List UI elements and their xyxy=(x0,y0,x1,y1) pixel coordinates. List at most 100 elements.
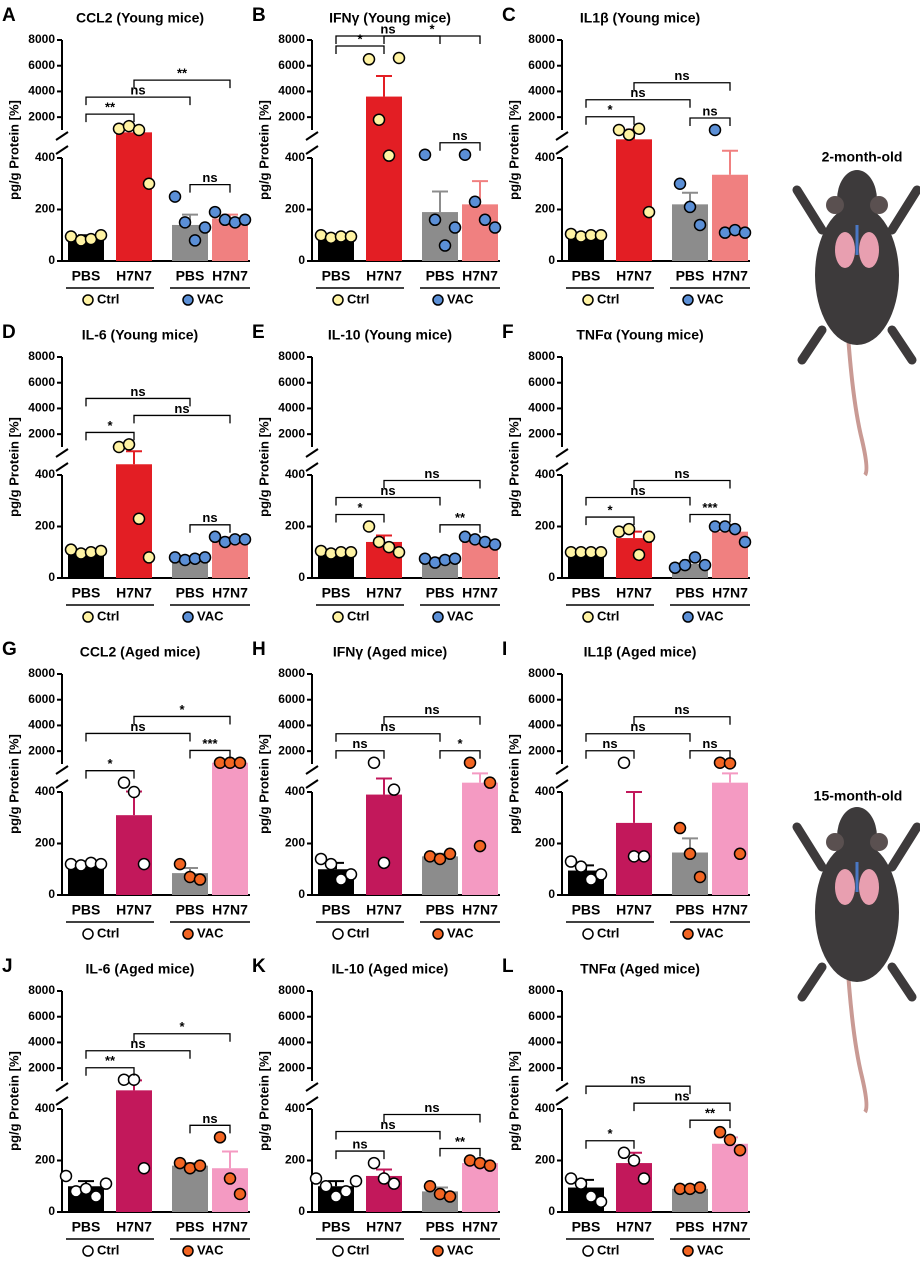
group-marker xyxy=(82,294,94,306)
x-tick-label: PBS xyxy=(572,902,601,918)
data-point xyxy=(94,544,108,558)
significance-bracket xyxy=(689,117,731,126)
data-point xyxy=(142,551,156,564)
data-point xyxy=(208,530,222,544)
data-point xyxy=(94,857,108,871)
significance-label: * xyxy=(607,1126,613,1141)
bar xyxy=(616,139,652,261)
significance-bracket xyxy=(335,750,385,759)
significance-label: ns xyxy=(424,466,439,481)
bar xyxy=(212,762,248,895)
x-tick-label: H7N7 xyxy=(366,1219,402,1235)
y-tick-label: 0 xyxy=(298,887,305,901)
significance-bracket xyxy=(585,1140,635,1149)
data-point xyxy=(612,123,626,137)
data-point xyxy=(173,1156,187,1170)
group-marker xyxy=(432,1245,444,1257)
significance-label: ns xyxy=(674,466,689,481)
significance-label: *** xyxy=(702,500,718,515)
x-tick-label: PBS xyxy=(426,902,455,918)
significance-bracket xyxy=(383,716,481,725)
x-tick-label: PBS xyxy=(72,902,101,918)
y-tick-label: 2000 xyxy=(278,743,305,757)
x-tick-label: PBS xyxy=(176,1219,205,1235)
data-point xyxy=(193,873,207,886)
data-point xyxy=(683,200,697,214)
y-tick-label: 0 xyxy=(298,570,305,584)
error-bar xyxy=(376,777,392,795)
data-point xyxy=(198,221,212,234)
x-tick-label: H7N7 xyxy=(616,585,652,601)
group-label: VAC xyxy=(197,925,224,940)
data-point xyxy=(468,533,482,546)
y-tick-label: 400 xyxy=(535,1101,555,1115)
data-point xyxy=(438,239,452,252)
bar xyxy=(116,1090,152,1212)
axis-break xyxy=(55,448,69,472)
data-point xyxy=(478,535,492,549)
data-point xyxy=(483,776,497,789)
data-point xyxy=(188,234,202,247)
data-point xyxy=(733,1143,747,1157)
x-tick-label: H7N7 xyxy=(616,1219,652,1235)
data-point xyxy=(238,213,252,227)
group-label: Ctrl xyxy=(97,608,119,623)
data-point xyxy=(612,525,626,538)
data-point xyxy=(723,1133,737,1147)
axis-break xyxy=(55,131,69,155)
data-point xyxy=(314,229,328,242)
data-point xyxy=(344,868,358,881)
data-point xyxy=(673,177,687,190)
data-point xyxy=(488,538,502,551)
significance-label: ns xyxy=(380,1117,395,1132)
group-label: VAC xyxy=(197,291,224,306)
significance-bracket xyxy=(383,1113,481,1123)
data-point xyxy=(387,783,401,796)
panel-letter: L xyxy=(502,956,514,977)
y-tick-label: 400 xyxy=(285,1101,305,1115)
significance-label: ** xyxy=(177,66,188,81)
data-point xyxy=(478,213,492,227)
axis-break xyxy=(55,765,69,789)
data-point xyxy=(74,859,88,872)
data-point xyxy=(428,556,442,569)
y-tick-label: 6000 xyxy=(28,1009,55,1023)
group-label: VAC xyxy=(697,1242,724,1257)
group-marker xyxy=(682,1245,694,1257)
group-marker xyxy=(182,611,194,623)
significance-bracket xyxy=(439,142,481,151)
group-marker xyxy=(332,611,344,623)
significance-label: ** xyxy=(455,510,466,525)
significance-label: * xyxy=(607,102,613,117)
data-point xyxy=(84,546,98,559)
x-tick-label: PBS xyxy=(676,268,705,284)
y-tick-label: 200 xyxy=(535,519,555,533)
significance-bracket xyxy=(335,513,385,523)
y-tick-label: 4000 xyxy=(28,84,55,98)
data-point xyxy=(438,553,452,567)
data-point xyxy=(228,216,242,229)
y-tick-label: 400 xyxy=(535,150,555,164)
data-point xyxy=(198,551,212,564)
bar xyxy=(672,204,708,261)
group-marker xyxy=(682,294,694,306)
significance-label: * xyxy=(107,418,113,433)
data-point xyxy=(188,552,202,565)
data-point xyxy=(483,1159,497,1172)
significance-bracket xyxy=(133,1033,231,1042)
significance-bracket xyxy=(689,1119,731,1129)
significance-label: ns xyxy=(202,1111,217,1126)
significance-label: * xyxy=(457,736,463,751)
y-tick-label: 0 xyxy=(48,570,55,584)
data-point xyxy=(564,227,578,241)
data-point xyxy=(738,226,752,239)
error-bar xyxy=(432,190,448,213)
significance-bracket xyxy=(85,1067,135,1076)
bar xyxy=(712,174,748,261)
y-tick-label: 6000 xyxy=(28,58,55,72)
group-marker xyxy=(332,294,344,306)
significance-bracket xyxy=(585,99,691,108)
data-point xyxy=(314,544,328,558)
significance-label: ns xyxy=(130,719,145,734)
y-tick-label: 400 xyxy=(285,467,305,481)
